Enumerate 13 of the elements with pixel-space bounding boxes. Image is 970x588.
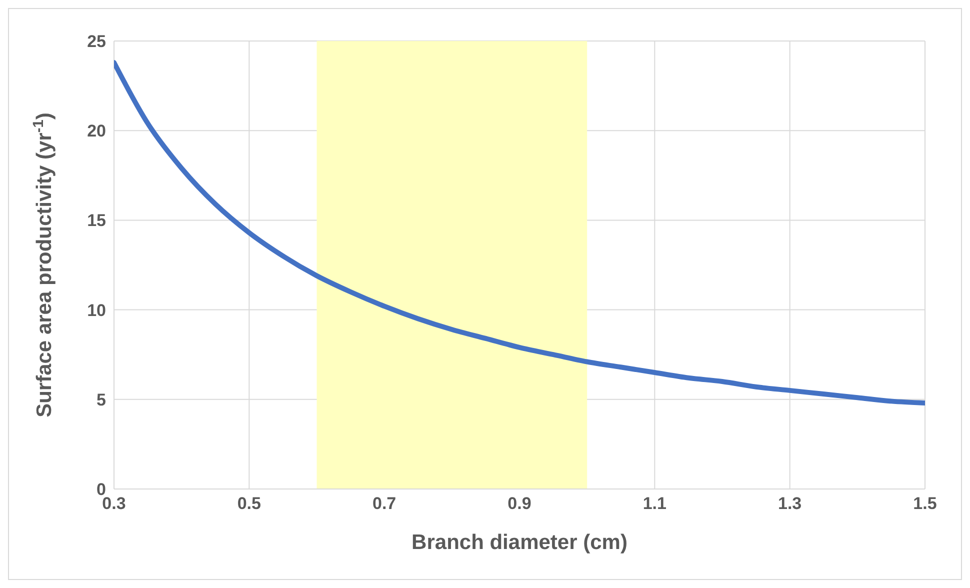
x-tick-label: 1.3 [778, 494, 802, 514]
x-tick-label: 0.5 [237, 494, 261, 514]
x-tick-label: 1.1 [642, 494, 666, 514]
x-tick-label: 0.7 [372, 494, 396, 514]
y-tick-label: 15 [87, 211, 106, 230]
y-tick-label: 5 [96, 390, 106, 410]
y-tick-label: 20 [87, 122, 106, 141]
x-tick-label: 1.5 [913, 494, 937, 514]
y-tick-label: 10 [87, 300, 106, 320]
x-axis-title: Branch diameter (cm) [412, 531, 628, 554]
x-tick-label: 0.9 [508, 494, 532, 514]
x-tick-label: 0.3 [102, 494, 126, 514]
y-tick-label: 25 [87, 32, 106, 52]
